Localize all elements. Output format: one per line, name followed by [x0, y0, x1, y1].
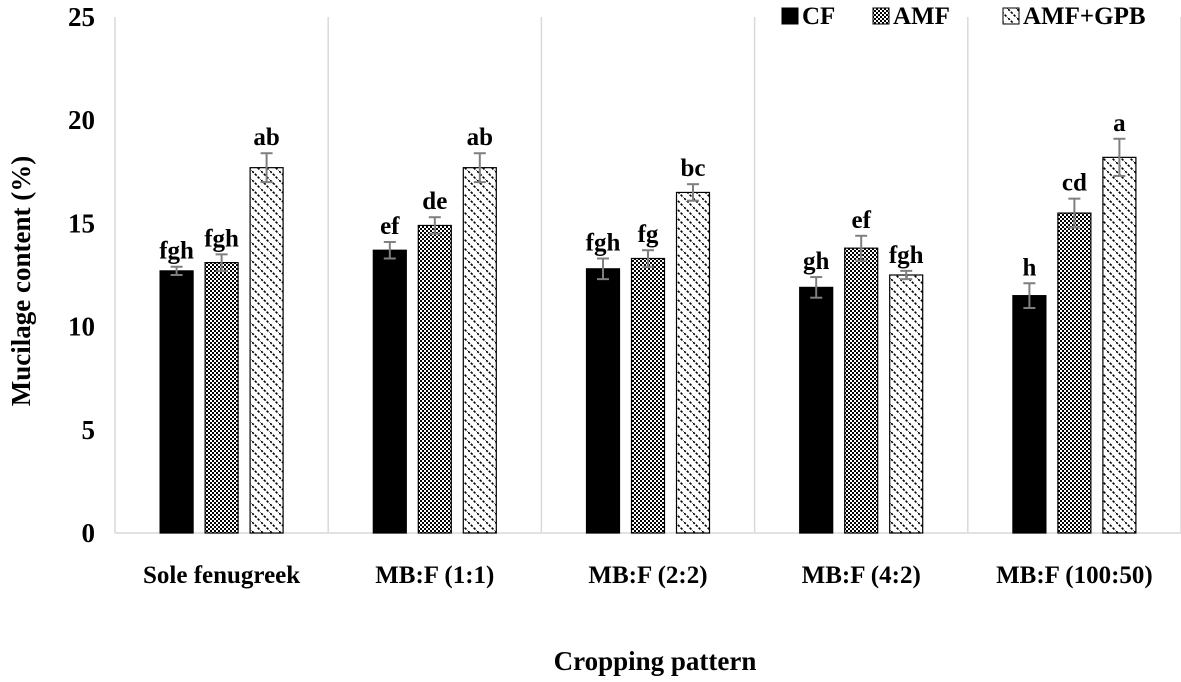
- data-label: ab: [253, 124, 279, 151]
- y-tick-label: 10: [68, 312, 95, 342]
- bar: [630, 257, 666, 534]
- legend-label: CF: [802, 3, 835, 30]
- data-label: fgh: [586, 229, 621, 256]
- legend-label: AMF: [893, 3, 950, 30]
- bar: [159, 270, 194, 534]
- x-axis-title: Cropping pattern: [554, 646, 757, 676]
- y-tick-labels: 0 5 10 15 20 25: [68, 2, 95, 548]
- data-label: ab: [467, 124, 493, 151]
- x-tick-label: MB:F (100:50): [996, 562, 1153, 589]
- y-tick-label: 20: [68, 105, 95, 135]
- bar: [799, 286, 834, 534]
- data-label: h: [1022, 254, 1036, 281]
- bar: [585, 268, 621, 534]
- bar: [889, 274, 924, 534]
- legend-label: AMF+GPB: [1023, 3, 1146, 30]
- y-tick-label: 5: [82, 415, 96, 445]
- x-tick-labels: Sole fenugreek MB:F (1:1) MB:F (2:2) MB:F (…: [143, 562, 1153, 589]
- data-label: ef: [851, 207, 871, 234]
- y-tick-label: 25: [68, 2, 95, 32]
- y-tick-label: 15: [68, 208, 95, 238]
- bar: [204, 262, 239, 534]
- data-label: fgh: [204, 225, 239, 252]
- x-tick-label: Sole fenugreek: [143, 562, 300, 589]
- data-label: ef: [380, 213, 400, 240]
- data-label: a: [1113, 110, 1126, 137]
- y-tick-label: 0: [82, 518, 96, 548]
- legend-swatch: [781, 7, 799, 25]
- bar: [1057, 212, 1092, 534]
- data-label: de: [422, 188, 447, 215]
- data-label: gh: [803, 248, 830, 275]
- vertical-gridlines: [114, 17, 1181, 533]
- x-tick-label: MB:F (1:1): [375, 562, 494, 589]
- bar: [675, 191, 711, 534]
- y-axis-title: Mucilage content (%): [6, 156, 36, 406]
- data-label: fgh: [159, 238, 194, 265]
- x-tick-label: MB:F (2:2): [588, 562, 707, 589]
- bar: [844, 247, 879, 534]
- bar: [1102, 156, 1137, 534]
- data-label: bc: [681, 155, 706, 182]
- x-tick-label: MB:F (4:2): [802, 562, 921, 589]
- data-label: cd: [1062, 170, 1087, 197]
- legend-swatch: [1002, 7, 1020, 25]
- bar: [249, 167, 284, 534]
- bar: [1012, 295, 1047, 534]
- bar: [462, 167, 497, 534]
- data-label: fg: [638, 221, 659, 248]
- bar: [372, 249, 407, 534]
- legend: CF AMF AMF+GPB: [781, 3, 1146, 30]
- bar: [417, 224, 452, 534]
- data-label: fgh: [889, 242, 924, 269]
- legend-swatch: [872, 7, 890, 25]
